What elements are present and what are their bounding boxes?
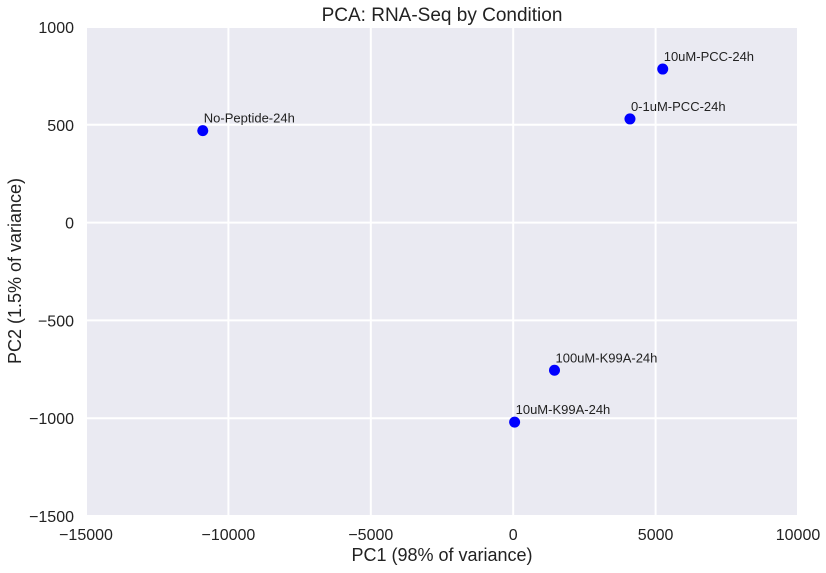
data-point [197, 125, 209, 137]
x-axis-title: PC1 (98% of variance) [351, 545, 532, 565]
y-axis-title: PC2 (1.5% of variance) [5, 178, 25, 364]
point-label: 100uM-K99A-24h [555, 350, 657, 365]
point-label: 10uM-PCC-24h [664, 49, 754, 64]
point-labels: No-Peptide-24h 10uM-PCC-24h 0-1uM-PCC-24h 1… [204, 49, 754, 417]
y-tick-label: −1000 [29, 411, 74, 428]
x-tick-label: −10000 [201, 527, 255, 544]
grid-lines [85, 26, 799, 517]
point-label: 0-1uM-PCC-24h [631, 99, 726, 114]
x-tick-labels: −15000 −10000 −5000 0 5000 10000 [59, 527, 820, 544]
x-tick-label: 5000 [638, 527, 674, 544]
x-tick-label: −15000 [59, 527, 113, 544]
point-label: No-Peptide-24h [204, 111, 295, 126]
chart-title: PCA: RNA-Seq by Condition [322, 5, 563, 26]
data-point [509, 416, 521, 428]
data-points [197, 63, 669, 428]
x-tick-label: −5000 [348, 527, 393, 544]
plot-background [86, 27, 798, 516]
y-tick-label: 500 [47, 118, 74, 135]
y-tick-label: 1000 [38, 20, 74, 37]
y-tick-label: 0 [65, 216, 74, 233]
data-point [657, 63, 669, 75]
x-tick-label: 10000 [776, 527, 821, 544]
x-tick-label: 0 [509, 527, 518, 544]
y-tick-labels: −1500 −1000 −500 0 500 1000 [29, 20, 74, 526]
data-point [624, 113, 636, 125]
data-point [548, 364, 560, 376]
y-tick-label: −1500 [29, 509, 74, 526]
y-tick-label: −500 [38, 313, 74, 330]
point-label: 10uM-K99A-24h [516, 402, 611, 417]
